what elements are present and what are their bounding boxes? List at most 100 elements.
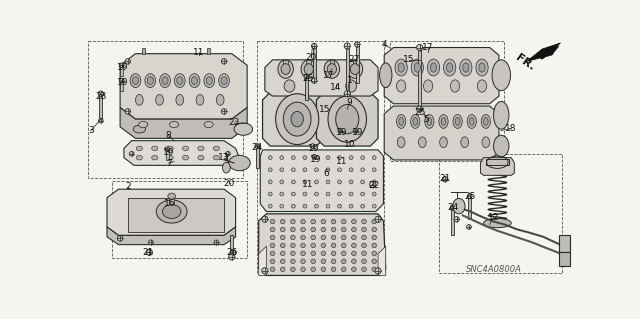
Ellipse shape: [362, 259, 366, 263]
Ellipse shape: [303, 204, 307, 208]
Ellipse shape: [301, 259, 305, 263]
Ellipse shape: [125, 109, 131, 114]
Ellipse shape: [332, 243, 336, 248]
Ellipse shape: [338, 180, 342, 184]
Polygon shape: [259, 246, 266, 275]
Ellipse shape: [284, 102, 311, 136]
Ellipse shape: [372, 267, 376, 271]
Text: 21: 21: [142, 248, 154, 257]
Ellipse shape: [301, 227, 305, 232]
Ellipse shape: [159, 74, 170, 87]
Ellipse shape: [311, 243, 316, 248]
Ellipse shape: [280, 219, 285, 224]
Ellipse shape: [424, 80, 433, 92]
Ellipse shape: [262, 216, 268, 222]
Bar: [257, 41, 384, 273]
Ellipse shape: [291, 227, 295, 232]
Ellipse shape: [346, 80, 356, 92]
Polygon shape: [378, 246, 386, 275]
Bar: [330, 60, 334, 69]
Ellipse shape: [312, 154, 316, 159]
Ellipse shape: [327, 64, 337, 74]
Text: 19: 19: [351, 129, 363, 137]
Polygon shape: [527, 43, 561, 61]
Ellipse shape: [301, 251, 305, 256]
Bar: [356, 44, 359, 83]
Ellipse shape: [213, 146, 220, 151]
Ellipse shape: [441, 118, 446, 125]
Ellipse shape: [338, 204, 342, 208]
Ellipse shape: [301, 235, 305, 240]
Ellipse shape: [349, 156, 353, 160]
Ellipse shape: [177, 77, 183, 85]
Ellipse shape: [321, 243, 326, 248]
Ellipse shape: [136, 155, 143, 160]
Ellipse shape: [156, 94, 163, 105]
Ellipse shape: [326, 168, 330, 172]
Ellipse shape: [341, 243, 346, 248]
Ellipse shape: [301, 60, 316, 78]
Ellipse shape: [425, 115, 434, 128]
Ellipse shape: [353, 128, 358, 133]
Ellipse shape: [280, 156, 284, 160]
Ellipse shape: [328, 96, 367, 142]
Ellipse shape: [310, 144, 315, 148]
Ellipse shape: [372, 243, 376, 248]
Ellipse shape: [484, 219, 511, 228]
Ellipse shape: [311, 259, 316, 263]
Ellipse shape: [291, 219, 295, 224]
Ellipse shape: [454, 217, 460, 222]
Ellipse shape: [351, 227, 356, 232]
Text: 19: 19: [310, 155, 321, 164]
Ellipse shape: [170, 122, 179, 128]
Ellipse shape: [442, 176, 448, 182]
Ellipse shape: [136, 94, 143, 105]
Ellipse shape: [361, 168, 365, 172]
Ellipse shape: [312, 43, 317, 49]
Ellipse shape: [351, 259, 356, 263]
Text: FR.: FR.: [514, 53, 536, 73]
Bar: [468, 196, 471, 219]
Ellipse shape: [375, 268, 381, 274]
Ellipse shape: [268, 156, 272, 160]
Ellipse shape: [413, 118, 417, 125]
Text: 18: 18: [505, 124, 516, 133]
Ellipse shape: [311, 251, 316, 256]
Polygon shape: [384, 48, 499, 104]
Ellipse shape: [321, 219, 326, 224]
Polygon shape: [265, 60, 378, 96]
Text: 12: 12: [488, 213, 499, 222]
Ellipse shape: [324, 60, 340, 78]
Polygon shape: [107, 189, 236, 235]
Polygon shape: [120, 108, 247, 138]
Ellipse shape: [268, 180, 272, 184]
Ellipse shape: [344, 43, 350, 49]
Text: 11: 11: [301, 180, 313, 189]
Ellipse shape: [351, 251, 356, 256]
Ellipse shape: [419, 137, 426, 148]
Bar: [255, 146, 259, 168]
Ellipse shape: [493, 135, 509, 157]
Ellipse shape: [349, 192, 353, 196]
Ellipse shape: [369, 182, 376, 188]
Ellipse shape: [362, 219, 366, 224]
Ellipse shape: [133, 125, 145, 133]
Ellipse shape: [303, 156, 307, 160]
Text: 7: 7: [166, 159, 172, 167]
Ellipse shape: [301, 243, 305, 248]
Ellipse shape: [341, 267, 346, 271]
Ellipse shape: [314, 180, 318, 184]
Ellipse shape: [417, 106, 422, 112]
Ellipse shape: [349, 204, 353, 208]
Ellipse shape: [268, 204, 272, 208]
Ellipse shape: [326, 204, 330, 208]
Ellipse shape: [332, 219, 336, 224]
Ellipse shape: [321, 251, 326, 256]
Ellipse shape: [321, 235, 326, 240]
Text: 17: 17: [323, 71, 335, 80]
Ellipse shape: [223, 162, 230, 173]
Ellipse shape: [362, 251, 366, 256]
Ellipse shape: [119, 63, 124, 68]
Ellipse shape: [234, 123, 253, 135]
Ellipse shape: [167, 146, 173, 151]
